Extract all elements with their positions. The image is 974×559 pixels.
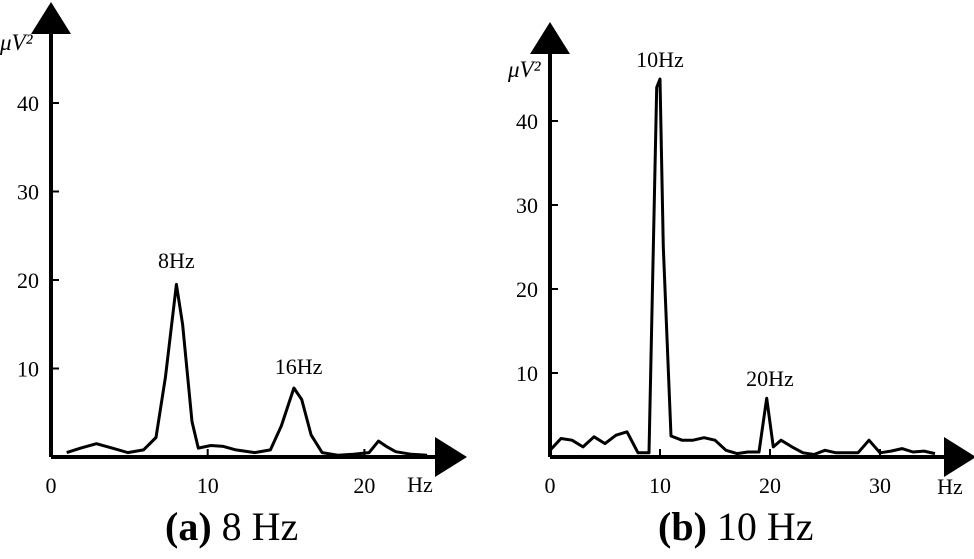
caption-b-text: 10 Hz (716, 504, 814, 549)
x-tick-label-b: 30 (869, 473, 891, 498)
peak-annotation-b: 10Hz (636, 47, 684, 72)
y-tick-label-a: 20 (17, 268, 39, 293)
peak-annotation-a: 16Hz (275, 354, 323, 379)
caption-b: (b) 10 Hz (658, 503, 814, 550)
series-line-b (548, 77, 936, 456)
y-tick-label-a: 30 (17, 180, 39, 205)
peak-annotation-b: 20Hz (746, 366, 794, 391)
y-tick-label-a: 10 (17, 357, 39, 382)
chart-svg: 10 20 30 40 0 10 20 μV² Hz 8Hz 16Hz 10 20 30 40 0 10 20 3… (0, 2, 974, 499)
peak-annotation-a: 8Hz (158, 248, 195, 273)
x-tick-label-a: 10 (197, 473, 219, 498)
x-tick-label-a: 20 (353, 473, 375, 498)
x-axis-label-a: Hz (407, 472, 433, 497)
y-tick-label-b: 40 (516, 109, 538, 134)
caption-b-letter: (b) (658, 504, 707, 549)
y-axis-label-a: μV² (0, 30, 34, 55)
y-tick-label-a: 40 (17, 91, 39, 116)
panel-b: 10 20 30 40 0 10 20 30 μV² Hz 10Hz 20Hz (507, 22, 974, 499)
y-tick-label-b: 30 (516, 193, 538, 218)
caption-a: (a) 8 Hz (165, 503, 298, 550)
x-tick-label-a: 0 (46, 473, 57, 498)
x-tick-label-b: 10 (649, 473, 671, 498)
panel-a: 10 20 30 40 0 10 20 μV² Hz 8Hz 16Hz (0, 2, 467, 498)
series-line-a (66, 282, 428, 457)
x-axis-label-b: Hz (937, 474, 963, 499)
caption-a-letter: (a) (165, 504, 212, 549)
y-tick-label-b: 10 (516, 361, 538, 386)
y-tick-label-b: 20 (516, 277, 538, 302)
caption-a-text: 8 Hz (221, 504, 299, 549)
x-tick-label-b: 0 (545, 473, 556, 498)
y-axis-label-b: μV² (507, 57, 542, 82)
x-tick-label-b: 20 (759, 473, 781, 498)
